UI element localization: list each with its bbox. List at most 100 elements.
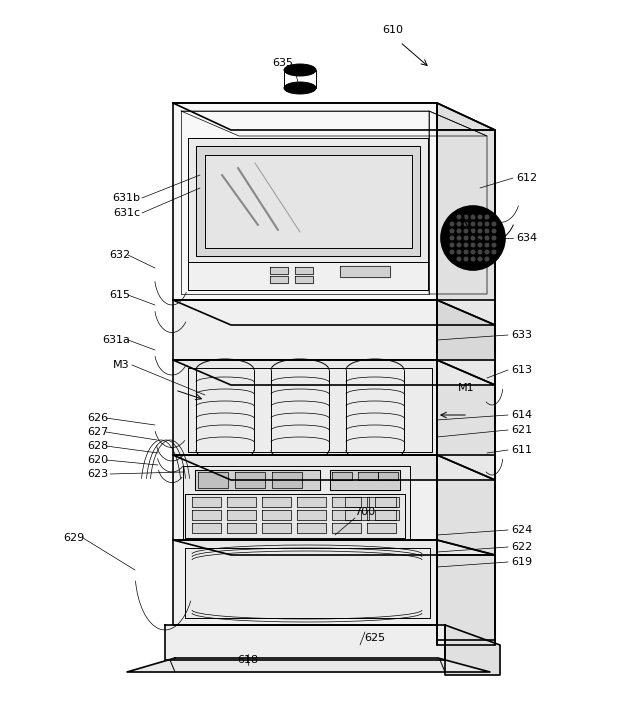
Polygon shape [235,472,265,488]
Circle shape [478,215,482,219]
Polygon shape [297,510,326,520]
Circle shape [485,222,489,226]
Text: 613: 613 [511,365,532,375]
Text: M1: M1 [458,383,475,393]
Circle shape [450,251,454,254]
Polygon shape [192,523,221,533]
Text: 624: 624 [511,525,532,535]
Text: 631b: 631b [112,193,140,203]
Polygon shape [437,130,495,645]
Circle shape [478,257,482,261]
Polygon shape [437,540,495,640]
Polygon shape [198,472,228,488]
Text: 614: 614 [511,410,532,420]
Polygon shape [262,523,291,533]
Circle shape [464,222,468,226]
Text: 619: 619 [511,557,532,567]
Polygon shape [173,455,437,540]
Polygon shape [165,625,445,660]
Circle shape [492,229,496,232]
Polygon shape [297,523,326,533]
Polygon shape [367,510,396,520]
Ellipse shape [284,64,316,76]
Circle shape [492,251,496,254]
Polygon shape [192,497,221,507]
Polygon shape [437,103,495,300]
Polygon shape [188,138,428,262]
Polygon shape [262,497,291,507]
Polygon shape [367,523,396,533]
Text: 615: 615 [109,290,130,300]
Text: 633: 633 [511,330,532,340]
Circle shape [471,215,475,219]
Circle shape [464,257,468,261]
Polygon shape [445,625,500,675]
Polygon shape [437,360,495,455]
Text: 612: 612 [516,173,537,183]
Circle shape [441,206,505,270]
Text: 631c: 631c [113,208,140,218]
Circle shape [457,215,461,219]
Circle shape [471,222,475,226]
Polygon shape [173,300,495,325]
Circle shape [464,251,468,254]
Polygon shape [332,497,361,507]
Polygon shape [188,262,428,290]
Circle shape [457,222,461,226]
Polygon shape [173,360,437,455]
Circle shape [478,251,482,254]
Polygon shape [358,472,378,480]
Polygon shape [270,276,288,283]
Polygon shape [375,510,399,520]
Text: 700: 700 [355,507,376,517]
Text: 626: 626 [87,413,108,423]
Text: 634: 634 [516,233,537,243]
Circle shape [485,243,489,247]
Circle shape [450,229,454,232]
Polygon shape [173,540,495,555]
Text: M3: M3 [113,360,130,370]
Polygon shape [345,510,369,520]
Circle shape [464,215,468,219]
Polygon shape [332,510,361,520]
Circle shape [485,257,489,261]
Circle shape [457,251,461,254]
Circle shape [478,222,482,226]
Polygon shape [330,470,400,490]
Circle shape [471,257,475,261]
Circle shape [478,236,482,240]
Circle shape [485,236,489,240]
Circle shape [492,236,496,240]
Text: 622: 622 [511,542,532,552]
Circle shape [485,229,489,232]
Text: 610: 610 [383,25,403,35]
Text: 621: 621 [511,425,532,435]
Polygon shape [332,472,352,480]
Polygon shape [332,523,361,533]
Circle shape [450,222,454,226]
Circle shape [457,236,461,240]
Polygon shape [196,146,420,256]
Text: 625: 625 [364,633,385,643]
Circle shape [450,236,454,240]
Polygon shape [205,155,412,248]
Circle shape [450,243,454,247]
Polygon shape [272,472,302,488]
Polygon shape [437,455,495,555]
Polygon shape [183,466,410,540]
Circle shape [471,243,475,247]
Text: 628: 628 [87,441,108,451]
Circle shape [478,229,482,232]
Circle shape [471,236,475,240]
Polygon shape [262,510,291,520]
Polygon shape [173,540,437,625]
Text: 629: 629 [64,533,85,543]
Polygon shape [378,472,398,480]
Circle shape [471,251,475,254]
Polygon shape [437,300,495,360]
Polygon shape [192,510,221,520]
Circle shape [457,229,461,232]
Text: 631a: 631a [102,335,130,345]
Polygon shape [375,497,399,507]
Circle shape [464,229,468,232]
